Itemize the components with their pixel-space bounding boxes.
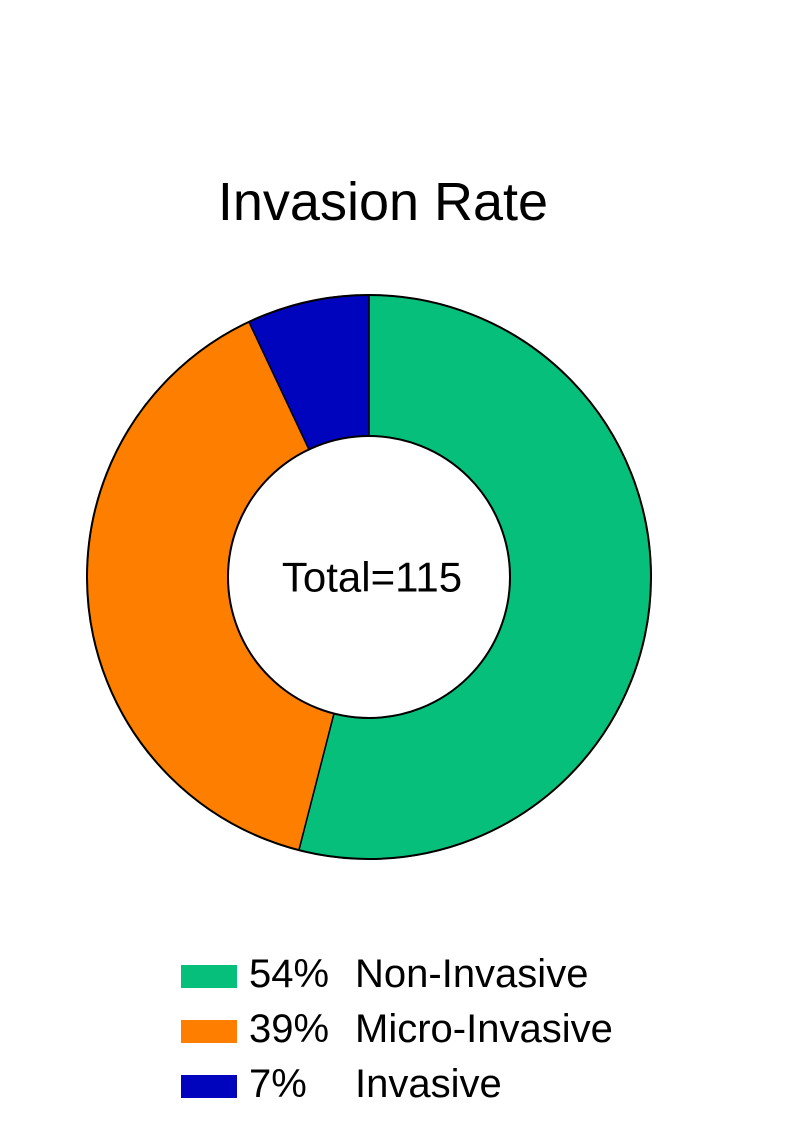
donut-outer-outline	[86, 294, 652, 860]
legend-percent-invasive: 7%	[249, 1062, 307, 1106]
legend-label-invasive: Invasive	[355, 1062, 502, 1106]
legend-swatch-invasive	[181, 1075, 237, 1098]
legend-percent-non-invasive: 54%	[249, 952, 330, 996]
legend-percent-micro-invasive: 39%	[249, 1007, 330, 1051]
legend-label-non-invasive: Non-Invasive	[355, 952, 589, 996]
legend-label-micro-invasive: Micro-Invasive	[355, 1007, 613, 1051]
legend-swatch-non-invasive	[181, 965, 237, 988]
legend-swatch-micro-invasive	[181, 1020, 237, 1043]
donut-center-label: Total=115	[282, 554, 462, 601]
donut-hole	[227, 435, 511, 719]
chart-title: Invasion Rate	[217, 172, 549, 232]
